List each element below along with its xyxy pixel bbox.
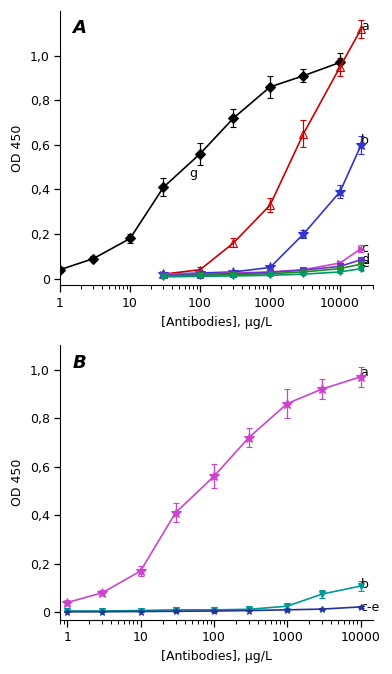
- Text: c-e: c-e: [361, 601, 380, 615]
- Text: g: g: [189, 167, 197, 181]
- X-axis label: [Antibodies], μg/L: [Antibodies], μg/L: [161, 650, 272, 663]
- Text: a: a: [361, 365, 368, 379]
- Text: B: B: [73, 354, 86, 371]
- Text: b: b: [361, 134, 369, 147]
- Y-axis label: OD 450: OD 450: [11, 125, 24, 172]
- Text: d: d: [361, 253, 369, 266]
- Text: c: c: [361, 241, 368, 255]
- Text: a: a: [361, 20, 369, 33]
- Y-axis label: OD 450: OD 450: [11, 459, 24, 506]
- Text: f: f: [361, 262, 366, 274]
- Text: e: e: [361, 257, 369, 270]
- Text: b: b: [361, 578, 368, 591]
- X-axis label: [Antibodies], μg/L: [Antibodies], μg/L: [161, 315, 272, 329]
- Text: A: A: [73, 20, 87, 37]
